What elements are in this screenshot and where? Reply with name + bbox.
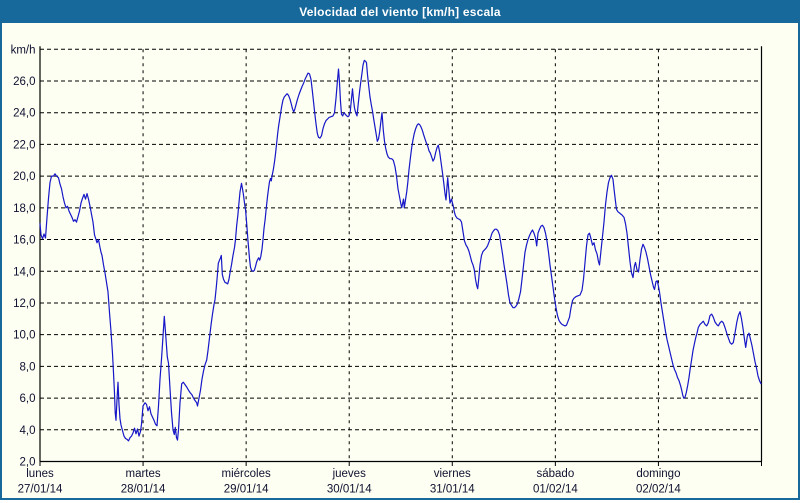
day-date-label: 02/02/14 [636,484,681,496]
y-tick-label: 2,0 [20,457,36,469]
day-name-label: miércoles [222,468,271,480]
chart-area: km/h 26,0 24,0 22,0 20,0 18,0 16,0 14,0 12,0 10,0… [2,23,798,498]
window-title: Velocidad del viento [km/h] escala [299,5,501,19]
y-tick-label: 10,0 [13,330,35,342]
chart-plot: km/h 26,0 24,0 22,0 20,0 18,0 16,0 14,0 12,0 10,0… [11,44,763,496]
y-tick-label: 6,0 [20,393,36,405]
y-tick-label: 22,0 [13,139,35,151]
day-date-label: 01/02/14 [533,484,578,496]
y-tick-label: 8,0 [20,361,36,373]
day-date-label: 31/01/14 [430,484,475,496]
day-date-label: 30/01/14 [327,484,372,496]
day-date-label: 27/01/14 [18,484,63,496]
y-tick-label: 24,0 [13,108,35,120]
y-axis-unit-label: km/h [11,44,36,56]
y-tick-label: 26,0 [13,76,35,88]
day-name-label: sábado [536,468,574,480]
y-tick-label: 16,0 [13,235,35,247]
day-date-label: 28/01/14 [121,484,166,496]
day-name-label: martes [125,468,160,480]
wind-speed-line [39,59,762,442]
y-tick-label: 18,0 [13,203,35,215]
y-tick-label: 4,0 [20,425,36,437]
day-name-label: lunes [26,468,54,480]
day-name-label: domingo [636,468,680,480]
y-tick-label: 12,0 [13,298,35,310]
day-name-label: viernes [434,468,471,480]
day-date-label: 29/01/14 [224,484,269,496]
window-title-bar: Velocidad del viento [km/h] escala [2,2,798,23]
y-tick-label: 14,0 [13,266,35,278]
y-tick-label: 20,0 [13,171,35,183]
day-name-label: jueves [332,468,366,480]
